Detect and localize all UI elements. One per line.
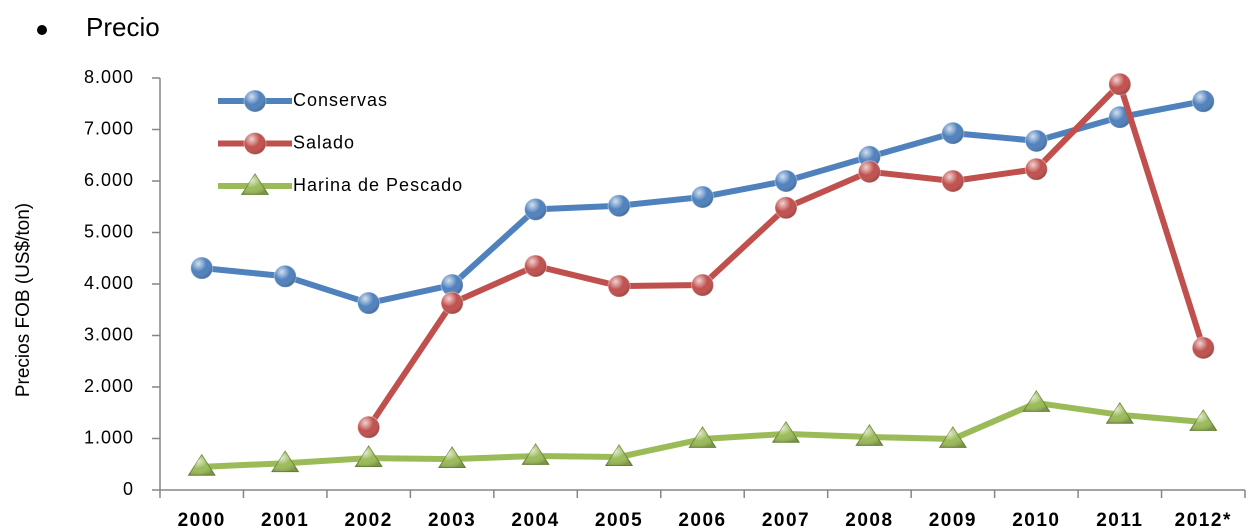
legend-marker-gloss: [244, 132, 266, 155]
data-point-gloss: [1108, 73, 1131, 96]
x-tick-label: 2006: [678, 510, 726, 529]
heading: Precio: [86, 12, 160, 42]
y-tick-label: 5.000: [84, 221, 134, 241]
data-point-gloss: [522, 444, 549, 465]
x-tick-label: 2012*: [1175, 510, 1232, 529]
data-point-gloss: [441, 274, 464, 297]
legend-marker-gloss: [241, 174, 269, 195]
data-point-gloss: [691, 185, 714, 208]
data-point-gloss: [856, 424, 883, 446]
data-point-gloss: [1023, 390, 1050, 412]
x-tick-label: 2009: [929, 510, 977, 529]
x-tick-label: 2000: [178, 510, 226, 529]
bullet: [37, 25, 47, 35]
x-tick-label: 2011: [1096, 510, 1143, 529]
legend-marker-gloss: [244, 90, 266, 112]
data-point-gloss: [772, 421, 800, 443]
data-point-gloss: [1192, 90, 1215, 113]
y-tick-label: 0: [123, 479, 134, 499]
y-tick-label: 7.000: [84, 118, 134, 138]
data-point-gloss: [689, 427, 716, 448]
data-point-gloss: [774, 196, 797, 219]
y-tick-label: 3.000: [84, 324, 134, 344]
data-point-gloss: [1025, 158, 1048, 181]
data-point-gloss: [941, 122, 964, 145]
data-point-gloss: [774, 170, 797, 192]
y-tick-label: 1.000: [84, 427, 134, 447]
data-point-gloss: [274, 265, 297, 288]
x-tick-label: 2003: [428, 510, 476, 529]
data-point-gloss: [858, 160, 881, 183]
data-point-gloss: [608, 194, 631, 217]
data-point-gloss: [271, 451, 299, 472]
data-point-gloss: [441, 292, 464, 315]
x-tick-label: 2008: [845, 510, 893, 529]
data-point-gloss: [524, 198, 547, 221]
data-point-gloss: [438, 447, 466, 468]
y-tick-label: 6.000: [84, 170, 134, 190]
y-tick-label: 4.000: [84, 273, 134, 293]
data-point-gloss: [355, 446, 382, 467]
legend-label: Conservas: [293, 90, 388, 110]
data-point-gloss: [188, 454, 215, 476]
data-point-gloss: [1106, 402, 1134, 424]
data-point-gloss: [1190, 410, 1217, 431]
y-tick-label: 8.000: [84, 67, 134, 87]
series-line: [366, 81, 1207, 429]
data-point-gloss: [1108, 106, 1131, 129]
x-tick-label: 2004: [511, 510, 559, 529]
legend-label: Salado: [293, 132, 355, 152]
data-point-gloss: [1192, 336, 1215, 359]
data-point-gloss: [357, 416, 380, 439]
data-point-gloss: [608, 275, 631, 298]
y-axis-label: Precios FOB (US$/ton): [13, 203, 34, 397]
x-tick-label: 2001: [261, 510, 309, 529]
data-point-gloss: [939, 427, 967, 448]
legend-label: Harina de Pescado: [293, 175, 463, 195]
data-point-gloss: [691, 274, 714, 297]
data-point-gloss: [190, 257, 213, 280]
data-point-gloss: [524, 254, 547, 277]
data-point-gloss: [941, 170, 964, 192]
data-point-gloss: [605, 445, 633, 466]
x-tick-label: 2010: [1012, 510, 1060, 529]
x-tick-label: 2005: [595, 510, 643, 529]
x-tick-label: 2002: [345, 510, 393, 529]
x-tick-label: 2007: [762, 510, 810, 529]
data-point-gloss: [357, 292, 380, 315]
data-point-gloss: [1025, 129, 1048, 152]
y-tick-label: 2.000: [84, 376, 134, 396]
